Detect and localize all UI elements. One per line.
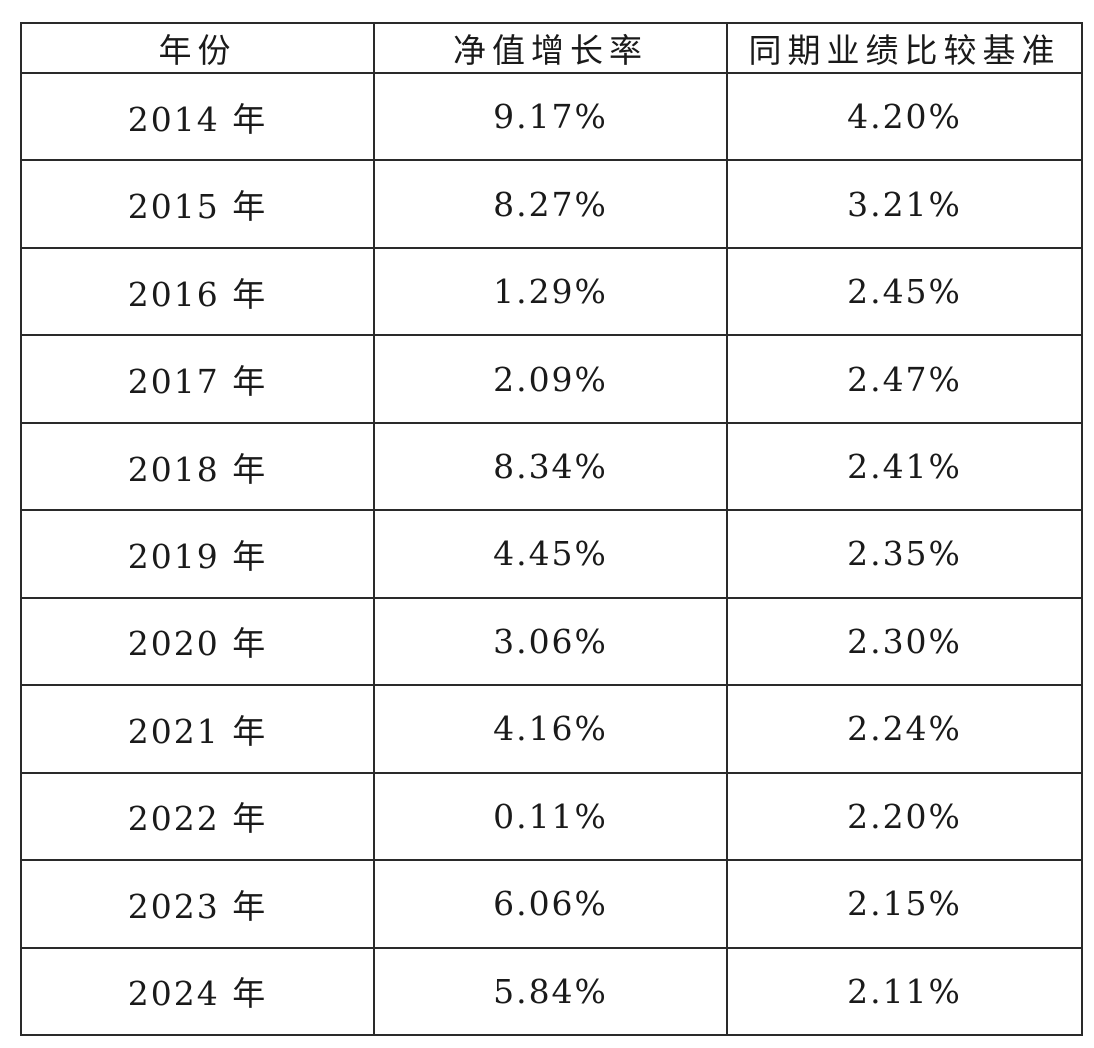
cell-year: 2018 年 (20, 421, 375, 512)
cell-nav-growth: 4.16% (373, 684, 728, 774)
cell-year: 2015 年 (20, 159, 375, 249)
cell-benchmark: 2.47% (726, 334, 1083, 424)
cell-nav-growth: 5.84% (373, 946, 728, 1037)
cell-benchmark: 2.11% (726, 946, 1083, 1037)
cell-nav-growth: 3.06% (373, 596, 728, 687)
header-benchmark: 同期业绩比较基准 (726, 22, 1083, 74)
cell-nav-growth: 4.45% (373, 509, 728, 599)
cell-nav-growth: 6.06% (373, 859, 728, 949)
table-row: 2022 年 0.11% 2.20% (20, 771, 1083, 862)
cell-year: 2016 年 (20, 246, 375, 337)
cell-benchmark: 2.15% (726, 859, 1083, 949)
table-row: 2014 年 9.17% 4.20% (20, 71, 1083, 162)
header-year: 年份 (20, 22, 375, 74)
table-row: 2020 年 3.06% 2.30% (20, 596, 1083, 687)
table-row: 2024 年 5.84% 2.11% (20, 946, 1083, 1037)
cell-benchmark: 3.21% (726, 159, 1083, 249)
cell-nav-growth: 0.11% (373, 771, 728, 862)
cell-benchmark: 2.20% (726, 771, 1083, 862)
cell-nav-growth: 1.29% (373, 246, 728, 337)
cell-nav-growth: 8.27% (373, 159, 728, 249)
cell-year: 2019 年 (20, 509, 375, 599)
cell-benchmark: 2.35% (726, 509, 1083, 599)
cell-year: 2022 年 (20, 771, 375, 862)
cell-nav-growth: 9.17% (373, 71, 728, 162)
table-row: 2015 年 8.27% 3.21% (20, 159, 1083, 249)
cell-benchmark: 2.30% (726, 596, 1083, 687)
cell-year: 2014 年 (20, 71, 375, 162)
cell-benchmark: 2.45% (726, 246, 1083, 337)
table-row: 2016 年 1.29% 2.45% (20, 246, 1083, 337)
cell-benchmark: 2.41% (726, 421, 1083, 512)
cell-benchmark: 4.20% (726, 71, 1083, 162)
table-row: 2021 年 4.16% 2.24% (20, 684, 1083, 774)
table-header-row: 年份 净值增长率 同期业绩比较基准 (20, 22, 1083, 74)
cell-nav-growth: 8.34% (373, 421, 728, 512)
cell-nav-growth: 2.09% (373, 334, 728, 424)
cell-year: 2021 年 (20, 684, 375, 774)
table-row: 2017 年 2.09% 2.47% (20, 334, 1083, 424)
cell-benchmark: 2.24% (726, 684, 1083, 774)
cell-year: 2017 年 (20, 334, 375, 424)
table-row: 2019 年 4.45% 2.35% (20, 509, 1083, 599)
table-row: 2018 年 8.34% 2.41% (20, 421, 1083, 512)
header-nav-growth: 净值增长率 (373, 22, 728, 74)
cell-year: 2020 年 (20, 596, 375, 687)
cell-year: 2023 年 (20, 859, 375, 949)
performance-table-container: 年份 净值增长率 同期业绩比较基准 2014 年 9.17% 4.20% 201… (20, 22, 1083, 1037)
cell-year: 2024 年 (20, 946, 375, 1037)
table-row: 2023 年 6.06% 2.15% (20, 859, 1083, 949)
performance-table: 年份 净值增长率 同期业绩比较基准 2014 年 9.17% 4.20% 201… (20, 22, 1083, 1037)
